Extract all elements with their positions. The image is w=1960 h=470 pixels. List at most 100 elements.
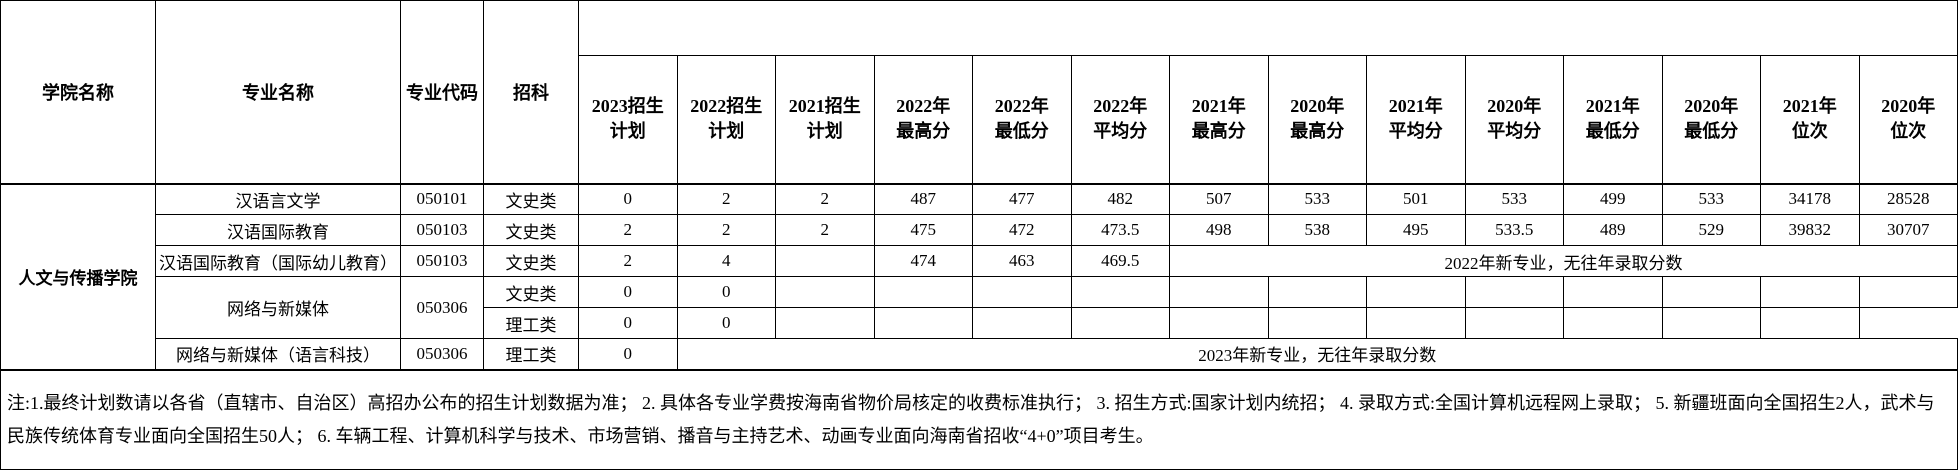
- value-cell: 30707: [1858, 214, 1958, 246]
- empty-cell: [1760, 276, 1860, 308]
- subject-cell: 文史类: [483, 245, 579, 277]
- value-cell: 495: [1366, 214, 1466, 246]
- column-header-subject: 招科: [483, 0, 579, 184]
- value-cell: 0: [676, 307, 776, 339]
- value-cell: [775, 245, 875, 277]
- column-header-avg-2020: 2020年 平均分: [1464, 55, 1564, 184]
- header-row-metrics: 2023招生 计划 2022招生 计划 2021招生 计划 2022年 最高分 …: [1, 55, 1958, 184]
- code-cell: 050103: [400, 214, 484, 246]
- value-cell: 2: [578, 245, 678, 277]
- value-cell: 2: [775, 214, 875, 246]
- value-cell: 34178: [1760, 182, 1860, 215]
- column-header-avg-2022: 2022年 平均分: [1070, 55, 1170, 184]
- header-spacer-cell: [578, 0, 1958, 56]
- table-row: 理工类 0 0: [1, 307, 1958, 339]
- value-cell: 2: [578, 214, 678, 246]
- value-cell: 0: [578, 338, 678, 370]
- empty-cell: [775, 307, 875, 339]
- code-cell: 050306: [400, 338, 484, 370]
- column-header-min-2022: 2022年 最低分: [972, 55, 1072, 184]
- empty-cell: [1366, 307, 1466, 339]
- value-cell: 4: [676, 245, 776, 277]
- empty-cell: [1661, 276, 1761, 308]
- value-cell: 472: [972, 214, 1072, 246]
- empty-cell: [1464, 307, 1564, 339]
- subject-cell: 理工类: [483, 338, 579, 370]
- major-cell: 网络与新媒体（语言科技）: [155, 338, 401, 370]
- empty-cell: [1760, 307, 1860, 339]
- empty-cell: [775, 276, 875, 308]
- value-cell: 533: [1267, 182, 1367, 215]
- empty-cell: [1070, 307, 1170, 339]
- value-cell: 487: [873, 182, 973, 215]
- empty-cell: [1169, 276, 1269, 308]
- code-cell: 050103: [400, 245, 484, 277]
- college-name-cell: 人文与传播学院: [0, 182, 156, 370]
- empty-cell: [873, 276, 973, 308]
- subject-cell: 理工类: [483, 307, 579, 339]
- value-cell: 0: [578, 307, 678, 339]
- column-header-rank-2021: 2021年 位次: [1760, 55, 1860, 184]
- empty-cell: [1563, 276, 1663, 308]
- empty-cell: [1267, 307, 1367, 339]
- value-cell: 538: [1267, 214, 1367, 246]
- empty-cell: [972, 276, 1072, 308]
- empty-cell: [1464, 276, 1564, 308]
- value-cell: 533: [1661, 182, 1761, 215]
- empty-cell: [1267, 276, 1367, 308]
- empty-cell: [1858, 276, 1958, 308]
- table-row: 网络与新媒体 050306 文史类 0 0: [1, 276, 1958, 339]
- column-header-plan-2023: 2023招生 计划: [578, 55, 678, 184]
- value-cell: 2: [676, 182, 776, 215]
- column-header-max-2022: 2022年 最高分: [873, 55, 973, 184]
- value-cell: 473.5: [1070, 214, 1170, 246]
- table-row: 人文与传播学院 汉语言文学 050101 文史类 0 2 2 487 477 4…: [0, 182, 1958, 370]
- subject-cell: 文史类: [483, 276, 579, 308]
- empty-cell: [1070, 276, 1170, 308]
- value-cell: 482: [1070, 182, 1170, 215]
- footnote-text: 注:1.最终计划数请以各省（直辖市、自治区）高招办公布的招生计划数据为准； 2.…: [0, 368, 1958, 470]
- value-cell: 0: [676, 276, 776, 308]
- column-header-avg-2021: 2021年 平均分: [1366, 55, 1466, 184]
- value-cell: 39832: [1760, 214, 1860, 246]
- header-row-top: 学院名称 专业名称 专业代码 招科: [0, 0, 1958, 184]
- column-header-plan-2021: 2021招生 计划: [775, 55, 875, 184]
- value-cell: 507: [1169, 182, 1269, 215]
- empty-cell: [1563, 307, 1663, 339]
- subject-cell: 文史类: [483, 214, 579, 246]
- empty-cell: [873, 307, 973, 339]
- value-cell: 498: [1169, 214, 1269, 246]
- empty-cell: [1169, 307, 1269, 339]
- table-row: 汉语国际教育 050103 文史类 2 2 2 475 472 473.5 49…: [1, 214, 1958, 246]
- column-header-major: 专业名称: [155, 0, 401, 184]
- value-cell: 501: [1366, 182, 1466, 215]
- value-cell: 474: [873, 245, 973, 277]
- footnote-row: 注:1.最终计划数请以各省（直辖市、自治区）高招办公布的招生计划数据为准； 2.…: [0, 368, 1958, 470]
- code-cell: 050101: [400, 182, 484, 215]
- major-cell: 汉语国际教育: [155, 214, 401, 246]
- value-cell: 475: [873, 214, 973, 246]
- value-cell: 533.5: [1464, 214, 1564, 246]
- major-cell: 汉语国际教育（国际幼儿教育）: [155, 245, 401, 277]
- value-cell: 499: [1563, 182, 1663, 215]
- table-row: 网络与新媒体（语言科技） 050306 理工类 0 2023年新专业，无往年录取…: [1, 338, 1958, 370]
- column-header-min-2021: 2021年 最低分: [1563, 55, 1663, 184]
- value-cell: 477: [972, 182, 1072, 215]
- column-header-college: 学院名称: [0, 0, 156, 184]
- major-cell: 网络与新媒体: [155, 276, 401, 339]
- value-cell: 529: [1661, 214, 1761, 246]
- value-cell: 489: [1563, 214, 1663, 246]
- code-cell: 050306: [400, 276, 484, 339]
- empty-cell: [1661, 307, 1761, 339]
- value-cell: 2: [775, 182, 875, 215]
- column-header-max-2020: 2020年 最高分: [1267, 55, 1367, 184]
- major-cell: 汉语言文学: [155, 182, 401, 215]
- column-header-max-2021: 2021年 最高分: [1169, 55, 1269, 184]
- empty-cell: [972, 307, 1072, 339]
- value-cell: 533: [1464, 182, 1564, 215]
- column-header-code: 专业代码: [400, 0, 484, 184]
- value-cell: 0: [578, 182, 678, 215]
- new-major-note-cell: 2023年新专业，无往年录取分数: [676, 338, 1958, 370]
- value-cell: 0: [578, 276, 678, 308]
